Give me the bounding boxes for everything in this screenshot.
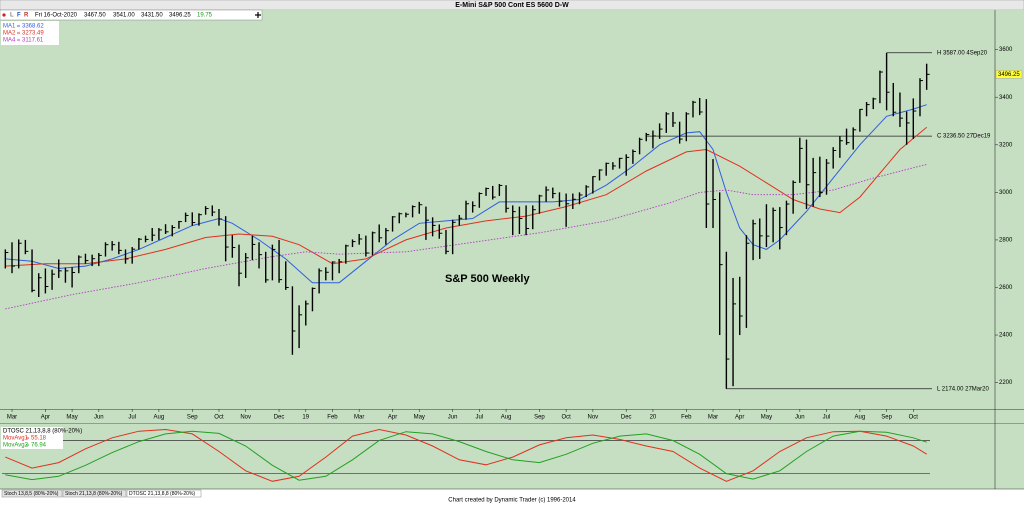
x-tick-label: Oct bbox=[214, 415, 224, 421]
x-tick-label: Oct bbox=[909, 415, 919, 421]
legend-value: 3273.49 bbox=[22, 31, 44, 37]
legend-value: 55.18 bbox=[31, 436, 47, 442]
legend-value: 3117.61 bbox=[22, 38, 44, 44]
add-button[interactable] bbox=[255, 12, 261, 18]
x-tick-label: Dec bbox=[274, 415, 285, 421]
x-tick-label: Dec bbox=[621, 415, 632, 421]
x-tick-label: Apr bbox=[735, 415, 744, 421]
footer: Chart created by Dynamic Trader (c) 1996… bbox=[448, 498, 576, 504]
level-label: L 2174.00 27Mar20 bbox=[937, 386, 989, 392]
oscillator-line bbox=[5, 428, 927, 482]
x-tick-label: Aug bbox=[501, 415, 512, 421]
bar-change: 19.75 bbox=[197, 13, 213, 19]
tab-label[interactable]: Stoch 13,8,5 (80%-20%) bbox=[4, 491, 59, 497]
toolbar bbox=[0, 9, 263, 21]
toolbar-button[interactable]: F bbox=[17, 13, 21, 19]
x-tick-label: Jun bbox=[94, 415, 104, 421]
x-tick-label: Aug bbox=[154, 415, 165, 421]
moving-average bbox=[5, 163, 927, 310]
y-tick-label: 2800 bbox=[999, 237, 1013, 243]
y-tick-label: 2200 bbox=[999, 380, 1013, 386]
legend-name: MA2 bbox=[3, 31, 16, 37]
x-tick-label: Sep bbox=[187, 415, 198, 421]
legend-name: MovAvg2 bbox=[3, 443, 29, 449]
chart-annotation: S&P 500 Weekly bbox=[445, 273, 530, 285]
legend-box bbox=[1, 21, 59, 45]
x-tick-label: Oct bbox=[561, 415, 571, 421]
bar-low: 3431.50 bbox=[141, 13, 163, 19]
toolbar-button[interactable]: R bbox=[24, 13, 29, 19]
x-tick-label: Apr bbox=[388, 415, 397, 421]
x-tick-label: Apr bbox=[41, 415, 50, 421]
x-tick-label: 20 bbox=[650, 415, 657, 421]
tab[interactable] bbox=[62, 489, 127, 498]
bar-open: 3467.50 bbox=[84, 13, 106, 19]
legend-value: 3368.62 bbox=[22, 24, 44, 30]
y-tick-label: 3000 bbox=[999, 190, 1013, 196]
moving-average bbox=[5, 104, 927, 284]
last-price: 3496.25 bbox=[998, 72, 1020, 78]
toolbar-button[interactable]: L bbox=[10, 13, 14, 19]
date-axis bbox=[0, 410, 1024, 423]
x-tick-label: Sep bbox=[881, 415, 892, 421]
legend-name: MovAvg1 bbox=[3, 436, 29, 442]
x-tick-label: Aug bbox=[855, 415, 866, 421]
x-tick-label: Nov bbox=[588, 415, 599, 421]
x-tick-label: Jun bbox=[795, 415, 805, 421]
legend-name: MA1 bbox=[3, 24, 16, 30]
tab-label[interactable]: Stoch 21,13,8 (80%-20%) bbox=[65, 491, 123, 497]
x-tick-label: Mar bbox=[354, 415, 364, 421]
window-title: E-Mini S&P 500 Cont ES 5600 D-W bbox=[455, 2, 569, 9]
y-tick-label: 3200 bbox=[999, 142, 1013, 148]
x-tick-label: 19 bbox=[302, 415, 309, 421]
y-tick-label: 3600 bbox=[999, 47, 1013, 53]
x-tick-label: Mar bbox=[7, 415, 17, 421]
tab[interactable] bbox=[126, 489, 202, 498]
level-label: C 3236.50 27Dec19 bbox=[937, 134, 991, 140]
oscillator-line bbox=[5, 430, 927, 481]
bar-date: Fri 16-Oct-2020 bbox=[35, 13, 78, 19]
x-tick-label: Sep bbox=[534, 415, 545, 421]
tab[interactable] bbox=[1, 489, 63, 498]
y-tick-label: 2400 bbox=[999, 333, 1013, 339]
tab-label[interactable]: DTOSC 21,13,8,8 (80%-20%) bbox=[129, 491, 195, 497]
legend-box bbox=[1, 427, 63, 449]
toolbar-icon[interactable] bbox=[2, 13, 6, 17]
x-tick-label: Jul bbox=[476, 415, 484, 421]
y-tick-label: 2600 bbox=[999, 285, 1013, 291]
legend-value: 76.94 bbox=[31, 443, 47, 449]
price-panel bbox=[0, 10, 1024, 410]
x-tick-label: May bbox=[761, 415, 772, 421]
x-tick-label: Feb bbox=[681, 415, 692, 421]
legend-name: MA4 bbox=[3, 38, 16, 44]
x-tick-label: May bbox=[66, 415, 77, 421]
x-tick-label: Jul bbox=[823, 415, 831, 421]
x-tick-label: Nov bbox=[240, 415, 251, 421]
oscillator-title: DTOSC 21,13,8,8 (80%-20%) bbox=[3, 429, 82, 435]
x-tick-label: Mar bbox=[708, 415, 718, 421]
x-tick-label: May bbox=[414, 415, 425, 421]
oscillator-panel bbox=[0, 424, 1024, 489]
x-tick-label: Jul bbox=[128, 415, 136, 421]
y-tick-label: 3400 bbox=[999, 95, 1013, 101]
bar-close: 3496.25 bbox=[169, 13, 191, 19]
bar-high: 3541.00 bbox=[113, 13, 135, 19]
x-tick-label: Feb bbox=[327, 415, 338, 421]
x-tick-label: Jun bbox=[448, 415, 458, 421]
last-price-box bbox=[995, 70, 1023, 79]
level-label: H 3587.00 4Sep20 bbox=[937, 50, 988, 56]
